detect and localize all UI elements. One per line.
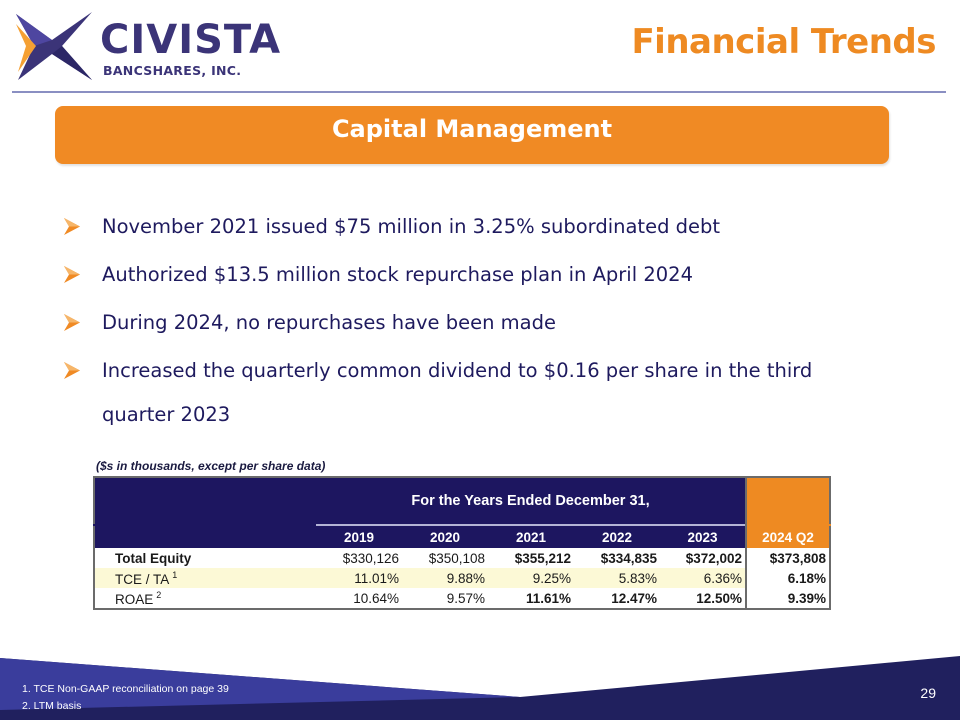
group-header: For the Years Ended December 31, [316, 477, 746, 525]
bullet-item: November 2021 issued $75 million in 3.25… [60, 205, 880, 249]
footnote: 1. TCE Non-GAAP reconciliation on page 3… [22, 683, 229, 695]
bullet-item: During 2024, no repurchases have been ma… [60, 301, 880, 345]
bullet-text: During 2024, no repurchases have been ma… [102, 311, 557, 334]
table-row: TCE / TA 1 11.01% 9.88% 9.25% 5.83% 6.36%… [94, 568, 830, 588]
footnote-marker: 2 [156, 589, 162, 600]
bullet-text: Increased the quarterly common dividend … [102, 359, 813, 426]
column-header: 2021 [488, 524, 574, 548]
table-row: Total Equity $330,126 $350,108 $355,212 … [94, 548, 830, 568]
table-cell: $330,126 [342, 550, 399, 566]
row-label: Total Equity [115, 550, 192, 566]
table-cell: $372,002 [685, 550, 742, 566]
units-note: ($s in thousands, except per share data) [96, 459, 326, 473]
arrow-bullet-icon [64, 266, 80, 283]
logo-subtitle: BANCSHARES, INC. [103, 63, 242, 78]
company-logo: CIVISTA BANCSHARES, INC. [12, 10, 280, 82]
table-cell: $373,808 [745, 548, 830, 568]
page-number: 29 [920, 685, 936, 701]
civista-star-icon [16, 12, 92, 80]
table-cell: 11.01% [316, 568, 402, 588]
logo-wordmark: CIVISTA [100, 17, 282, 63]
table-cell: 10.64% [353, 590, 399, 606]
arrow-bullet-icon [64, 314, 80, 331]
row-label: ROAE 2 [115, 589, 162, 607]
table-cell: 9.39% [745, 588, 830, 609]
section-title: Capital Management [331, 115, 613, 143]
column-header: 2022 [574, 524, 660, 548]
capital-table: For the Years Ended December 31, 2019 20… [93, 476, 831, 610]
table-cell: $334,835 [600, 550, 657, 566]
table-cell: 6.18% [745, 568, 830, 588]
page-title: Financial Trends [631, 22, 936, 62]
bullet-item: Increased the quarterly common dividend … [60, 349, 880, 437]
bullet-text: Authorized $13.5 million stock repurchas… [102, 263, 693, 286]
table-cell: 12.47% [611, 590, 657, 606]
column-header: 2020 [402, 524, 488, 548]
row-label: TCE / TA 1 [94, 568, 316, 588]
bullet-text: November 2021 issued $75 million in 3.25… [102, 215, 721, 238]
table-cell: 6.36% [660, 568, 746, 588]
column-header: 2023 [660, 524, 746, 548]
footer-band [0, 650, 960, 720]
table-cell: 9.88% [402, 568, 488, 588]
bullet-list: November 2021 issued $75 million in 3.25… [60, 205, 880, 441]
column-header: 2019 [316, 524, 402, 548]
table-cell: $355,212 [514, 550, 571, 566]
section-banner: Capital Management [55, 106, 889, 164]
column-header-highlight: 2024 Q2 [745, 524, 830, 548]
table-cell: 5.83% [574, 568, 660, 588]
table-cell: $350,108 [428, 550, 485, 566]
table-cell: 9.57% [446, 590, 485, 606]
header-divider [12, 91, 946, 93]
footnotes: 1. TCE Non-GAAP reconciliation on page 3… [22, 681, 229, 715]
arrow-bullet-icon [64, 218, 80, 235]
bullet-item: Authorized $13.5 million stock repurchas… [60, 253, 880, 297]
table-cell: 9.25% [488, 568, 574, 588]
table-cell: 11.61% [525, 590, 571, 606]
footnote: 2. LTM basis [22, 700, 82, 712]
table-header-band: For the Years Ended December 31, [94, 477, 830, 525]
column-header-row: 2019 2020 2021 2022 2023 2024 Q2 [94, 524, 830, 548]
footnote-marker: 1 [172, 569, 178, 580]
footer-wave-shape [0, 656, 960, 720]
table-cell: 12.50% [696, 590, 742, 606]
table-row: ROAE 2 10.64% 9.57% 11.61% 12.47% 12.50% … [94, 588, 830, 609]
arrow-bullet-icon [64, 362, 80, 379]
